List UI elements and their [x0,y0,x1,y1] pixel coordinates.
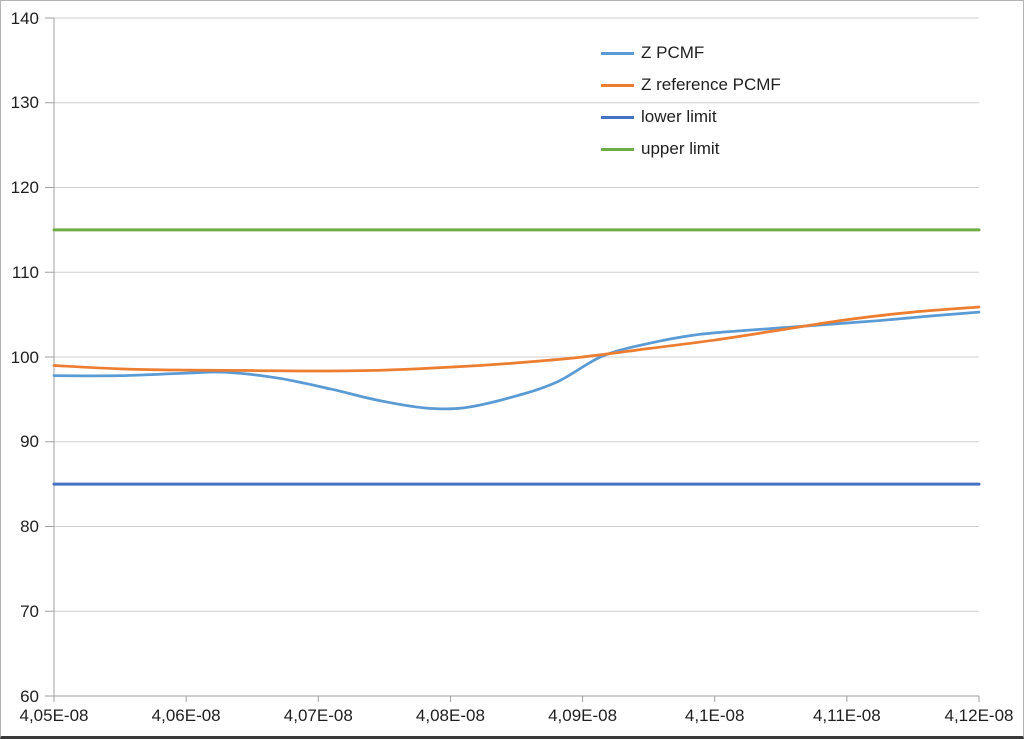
series-line-z-pcmf [52,310,981,411]
legend-item-z-pcmf: Z PCMF [601,37,781,69]
y-tick-label-140: 140 [10,8,39,28]
legend-label: upper limit [641,139,720,158]
x-tick-label-4,1E-08: 4,1E-08 [684,706,745,725]
legend-label: Z PCMF [641,43,705,62]
legend-item-lower-limit: lower limit [601,101,781,133]
y-tick-label-70: 70 [20,601,39,621]
legend-line-swatch [601,147,634,151]
series-line-z-reference-pcmf [52,305,981,373]
y-tick-label-90: 90 [20,432,39,452]
x-tick-label-4,09E-08: 4,09E-08 [548,706,618,725]
y-tick-label-100: 100 [10,347,39,367]
legend-line-swatch [601,83,634,87]
legend-label: lower limit [641,107,717,126]
y-tick-label-130: 130 [10,93,39,113]
x-tick-label-4,11E-08: 4,11E-08 [812,706,881,725]
x-tick-label-4,05E-08: 4,05E-08 [19,706,89,725]
legend-item-z-reference-pcmf: Z reference PCMF [601,69,781,101]
x-tick-label-4,08E-08: 4,08E-08 [415,706,485,725]
legend-line-swatch [601,115,634,119]
chart-legend: Z PCMF Z reference PCMF lower limit upper l… [601,37,781,165]
x-tick-label-4,06E-08: 4,06E-08 [151,706,221,725]
x-tick-label-4,07E-08: 4,07E-08 [283,706,353,725]
y-tick-label-60: 60 [20,686,39,706]
legend-label: Z reference PCMF [641,75,781,94]
y-tick-label-80: 80 [20,517,39,536]
x-tick-label-4,12E-08: 4,12E-08 [944,706,1014,725]
legend-item-upper-limit: upper limit [601,133,781,165]
y-tick-label-110: 110 [11,262,39,282]
y-tick-label-120: 120 [10,178,39,197]
legend-line-swatch [601,51,634,55]
